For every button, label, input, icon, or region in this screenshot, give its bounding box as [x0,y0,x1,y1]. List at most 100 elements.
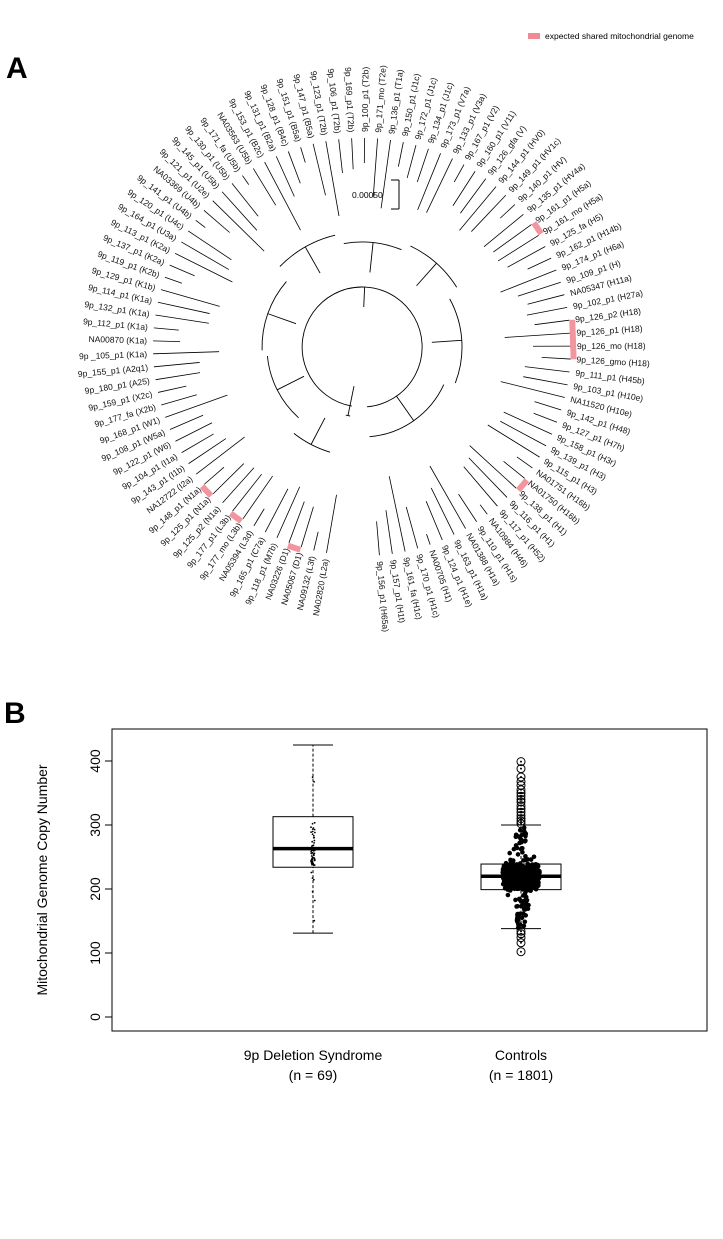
tip-branch [288,501,305,543]
tip-branch [153,351,220,355]
data-point [525,868,530,874]
plot-frame [111,728,708,1032]
tip-branch [153,327,179,331]
data-point [523,902,528,908]
data-point [312,878,315,881]
y-tick-label: 200 [87,877,103,901]
outlier-center [520,760,522,763]
tip-branch [406,144,417,179]
data-point [519,870,525,876]
tip-branch [452,171,476,206]
data-point [510,882,515,887]
data-point [520,850,525,855]
shared-genome-highlights [199,221,577,553]
outlier-point [516,797,526,807]
tip-branch [160,289,220,307]
outlier-center [520,950,522,953]
outlier-point [516,938,526,948]
tip-branch [300,506,314,548]
tip-branch [493,224,532,253]
legend-label: expected shared mitochondrial genome [545,31,694,41]
tip-branch [527,294,565,305]
tip-label: 9p_156_p1 (H65a) [375,561,391,633]
data-point [310,826,312,829]
data-point [311,822,314,825]
data-point [521,906,527,912]
tip-branch [312,143,326,196]
clade-stem [396,395,415,421]
boxplot-controls [480,757,562,957]
data-point [310,850,312,853]
legend-swatch [528,33,540,39]
data-point [503,882,508,887]
tip-branch [533,412,558,423]
tip-branch [175,422,213,442]
data-point [505,887,511,892]
outlier-point [516,816,526,826]
data-point [519,915,525,921]
tip-branch [338,139,343,174]
data-point [310,831,312,833]
tip-branch [181,433,214,453]
tip-branch [326,494,337,554]
scale-label: 0.00050 [352,190,383,200]
tip-branch [153,340,181,343]
tip-branch [534,401,562,411]
tip-branch [174,253,233,283]
data-point [503,867,509,873]
tip-branch [463,466,498,507]
tip-branch [232,473,262,512]
y-axis-label: Mitochondrial Genome Copy Number [34,764,50,995]
outlier-center [520,776,522,778]
data-point [513,843,519,848]
data-point [311,857,313,860]
x-category-label: Controls [495,1047,547,1063]
data-point [531,854,537,860]
data-point [312,844,315,847]
tip-branch [426,534,431,545]
data-point [505,863,510,868]
data-point [525,906,531,911]
data-point [313,836,315,839]
tip-branch [499,204,516,219]
shared-genome-highlight [569,319,577,360]
tip-branch [181,241,230,270]
data-point [523,857,528,863]
tip-branch [212,200,265,252]
data-point [523,833,528,839]
tip-branch [500,381,565,398]
tip-branch [500,269,557,293]
tip-branch [497,234,539,262]
tip-branch [313,531,319,551]
tip-branch [169,264,195,277]
tip-branch [287,151,301,184]
data-point [524,898,530,903]
shared-genome-highlight [531,221,544,236]
clade-stem [363,287,366,308]
tip-branch [325,141,340,217]
data-point [507,850,512,856]
outlier-center [520,932,522,935]
boxplot-deletion [272,744,354,934]
data-point [313,857,316,859]
clade-stem [416,263,437,287]
data-point [530,883,536,888]
shared-genome-highlight [199,484,214,498]
tip-label: 9p_169_p1 (T2b) [343,67,356,133]
data-point [313,858,316,861]
data-point [311,851,314,854]
tip-branch [385,510,393,554]
tip-branch [517,281,561,297]
tip-branch [195,220,206,228]
x-category-n: (n = 69) [289,1067,338,1083]
clade-arc [345,414,351,417]
tip-branch [164,276,183,284]
tip-branch [534,319,570,326]
boxplots [272,744,562,957]
data-point [313,842,315,844]
data-point [311,830,314,833]
data-point [314,831,316,834]
tip-branch [417,153,441,211]
tip-branch [351,138,354,170]
data-point [311,877,314,879]
